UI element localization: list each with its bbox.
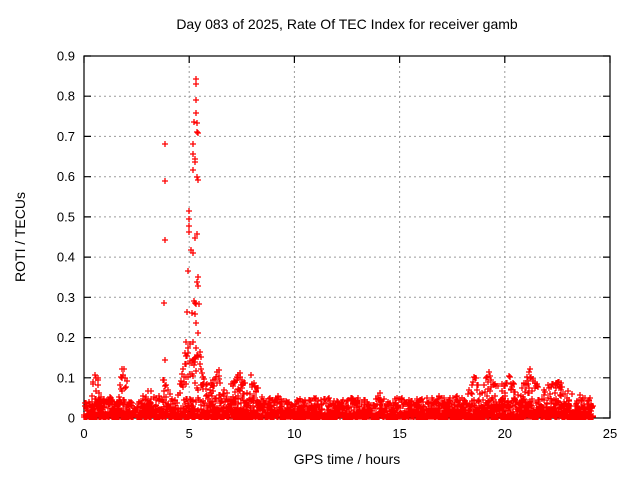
chart-title: Day 083 of 2025, Rate Of TEC Index for r… — [176, 16, 518, 32]
axis-ticks — [83, 55, 611, 419]
outlier-points — [161, 76, 254, 378]
x-tick-label: 0 — [80, 426, 87, 441]
grid-lines — [84, 56, 610, 418]
y-tick-label: 0.4 — [57, 250, 75, 265]
x-tick-label: 25 — [603, 426, 617, 441]
x-tick-label: 20 — [498, 426, 512, 441]
y-tick-label: 0.1 — [57, 370, 75, 385]
x-tick-label: 5 — [186, 426, 193, 441]
y-tick-label: 0.5 — [57, 209, 75, 224]
x-tick-label: 10 — [287, 426, 301, 441]
y-tick-label: 0.8 — [57, 89, 75, 104]
y-tick-label: 0.9 — [57, 49, 75, 64]
plot-border — [83, 55, 611, 419]
x-axis-label: GPS time / hours — [293, 451, 401, 467]
y-tick-label: 0.2 — [57, 330, 75, 345]
y-tick-label: 0.7 — [57, 129, 75, 144]
y-tick-label: 0.6 — [57, 169, 75, 184]
data-points — [81, 350, 596, 420]
x-tick-label: 15 — [392, 426, 406, 441]
y-tick-label: 0 — [68, 411, 75, 426]
y-tick-label: 0.3 — [57, 290, 75, 305]
